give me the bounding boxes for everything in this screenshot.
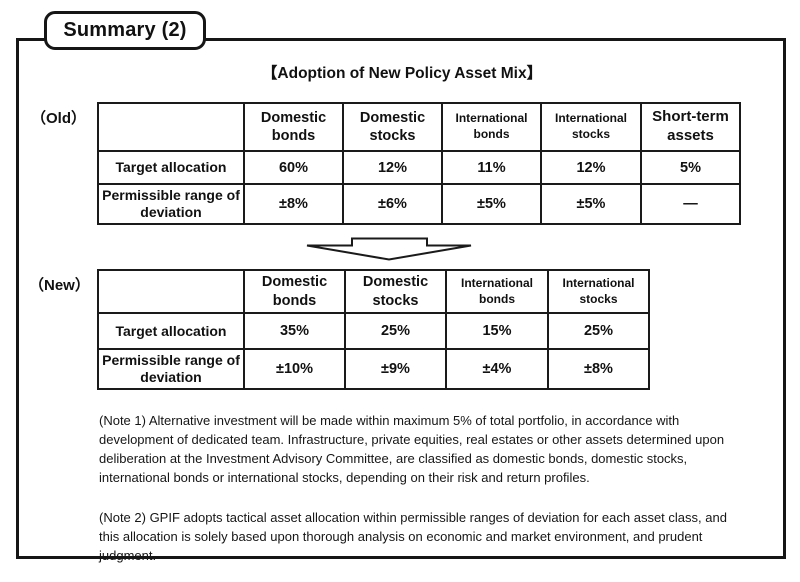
value-cell: — (640, 183, 741, 225)
row-header-target-allocation: Target allocation (97, 150, 245, 185)
value-cell: 11% (441, 150, 542, 185)
value-cell: 12% (540, 150, 642, 185)
note-1: (Note 1) Alternative investment will be … (99, 413, 725, 485)
new-target-allocation-row: Target allocation 35% 25% 15% 25% (97, 312, 650, 350)
value-cell: 25% (547, 312, 650, 350)
value-cell: 35% (243, 312, 346, 350)
value-cell: ±8% (547, 348, 650, 390)
value-cell: 12% (342, 150, 443, 185)
value-cell: 5% (640, 150, 741, 185)
row-header-permissible-range: Permissible range of deviation (97, 348, 245, 390)
value-cell: 25% (344, 312, 447, 350)
value-cell: ±5% (540, 183, 642, 225)
new-policy-table: Domestic bonds Domestic stocks Internati… (97, 269, 650, 390)
page-title: 【Adoption of New Policy Asset Mix】 (261, 65, 543, 82)
value-cell: 60% (243, 150, 344, 185)
value-cell: ±4% (445, 348, 549, 390)
column-header-domestic-stocks: Domestic stocks (342, 102, 443, 152)
value-cell: ±10% (243, 348, 346, 390)
row-header-target-allocation: Target allocation (97, 312, 245, 350)
column-header-international-stocks: International stocks (547, 269, 650, 314)
old-target-allocation-row: Target allocation 60% 12% 11% 12% 5% (97, 150, 741, 185)
old-table-header-row: Domestic bonds Domestic stocks Internati… (97, 102, 741, 152)
column-header-domestic-stocks: Domestic stocks (344, 269, 447, 314)
column-header-domestic-bonds: Domestic bonds (243, 102, 344, 152)
note-2: (Note 2) GPIF adopts tactical asset allo… (99, 509, 727, 563)
column-header-international-stocks: International stocks (540, 102, 642, 152)
down-arrow-icon (305, 237, 473, 261)
notes-section: (Note 1) Alternative investment will be … (99, 412, 743, 566)
value-cell: ±8% (243, 183, 344, 225)
new-deviation-row: Permissible range of deviation ±10% ±9% … (97, 348, 650, 390)
column-header-domestic-bonds: Domestic bonds (243, 269, 346, 314)
old-deviation-row: Permissible range of deviation ±8% ±6% ±… (97, 183, 741, 225)
row-header-permissible-range: Permissible range of deviation (97, 183, 245, 225)
new-table-header-row: Domestic bonds Domestic stocks Internati… (97, 269, 650, 314)
value-cell: ±6% (342, 183, 443, 225)
corner-cell (97, 102, 245, 152)
value-cell: 15% (445, 312, 549, 350)
slide-tag-box: Summary (2) (44, 11, 206, 50)
new-table-label: （New） (29, 277, 90, 294)
value-cell: ±9% (344, 348, 447, 390)
old-table-label: （Old） (31, 110, 86, 127)
column-header-short-term-assets: Short-term assets (640, 102, 741, 152)
column-header-international-bonds: International bonds (441, 102, 542, 152)
corner-cell (97, 269, 245, 314)
value-cell: ±5% (441, 183, 542, 225)
slide-tag-label: Summary (2) (63, 19, 187, 41)
column-header-international-bonds: International bonds (445, 269, 549, 314)
old-policy-table: Domestic bonds Domestic stocks Internati… (97, 102, 741, 225)
